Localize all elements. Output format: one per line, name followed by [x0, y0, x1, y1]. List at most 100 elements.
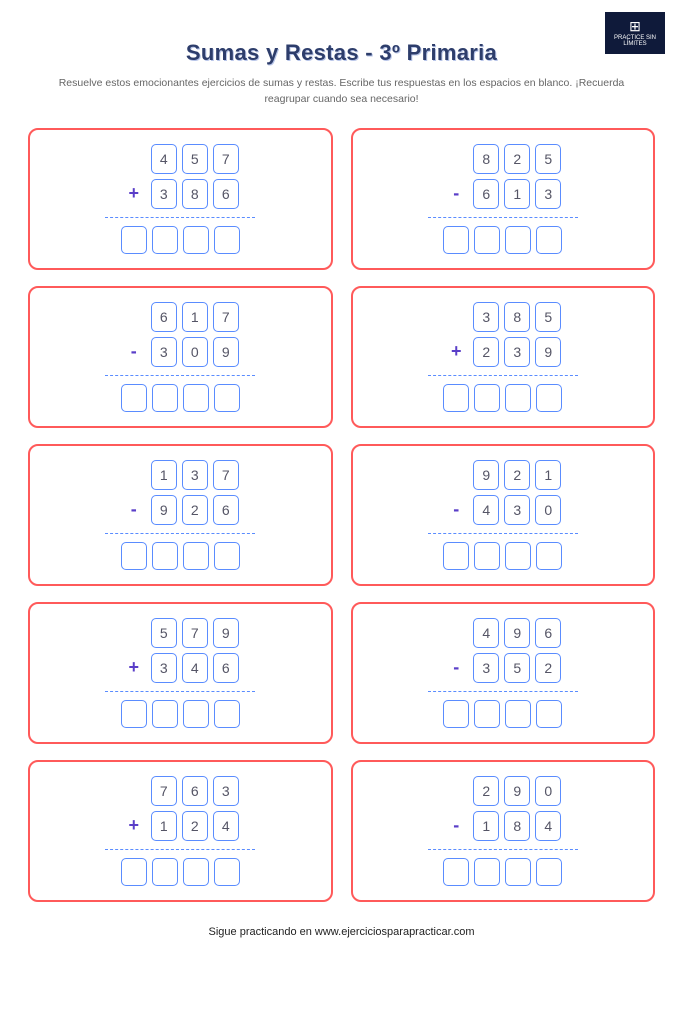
answer-box[interactable] [474, 700, 500, 728]
operand-top-row: 825 [444, 144, 561, 174]
answer-box[interactable] [152, 542, 178, 570]
answer-box[interactable] [536, 542, 562, 570]
answer-box[interactable] [183, 226, 209, 254]
operand-top-row: 457 [122, 144, 239, 174]
answer-box[interactable] [536, 858, 562, 886]
answer-box[interactable] [152, 384, 178, 412]
operand-top-row: 290 [444, 776, 561, 806]
problem-card: 457 +386 [28, 128, 333, 270]
digit-box: 3 [151, 653, 177, 683]
answer-box[interactable] [505, 226, 531, 254]
problem-card: 496-352 [351, 602, 656, 744]
digit-box: 1 [182, 302, 208, 332]
brand-badge: ⊞ PRACTICE SIN LÍMITES [605, 12, 665, 54]
answer-row [121, 384, 240, 412]
worksheet-page: Sumas y Restas - 3º Primaria Resuelve es… [0, 0, 683, 912]
problem-card: 617-309 [28, 286, 333, 428]
answer-box[interactable] [443, 384, 469, 412]
page-footer: Sigue practicando en www.ejerciciosparap… [0, 912, 683, 958]
divider-line [428, 217, 578, 218]
answer-box[interactable] [505, 384, 531, 412]
answer-box[interactable] [183, 700, 209, 728]
problem-card: 825 -613 [351, 128, 656, 270]
digit-box: 8 [504, 811, 530, 841]
number-rows: 457 +386 [122, 144, 239, 209]
problem-card: 921-430 [351, 444, 656, 586]
digit-box: 9 [473, 460, 499, 490]
page-subtitle: Resuelve estos emocionantes ejercicios d… [28, 76, 655, 108]
answer-box[interactable] [443, 542, 469, 570]
problem-card: 385 +239 [351, 286, 656, 428]
answer-box[interactable] [121, 226, 147, 254]
answer-box[interactable] [121, 700, 147, 728]
number-rows: 137-926 [122, 460, 239, 525]
answer-box[interactable] [443, 700, 469, 728]
answer-box[interactable] [474, 226, 500, 254]
answer-box[interactable] [474, 384, 500, 412]
problems-grid: 457+386825-613617-309385+239137-926921-4… [28, 128, 655, 902]
digit-box: 7 [213, 144, 239, 174]
operand-bottom-row: +386 [122, 179, 239, 209]
answer-box[interactable] [505, 858, 531, 886]
digit-box: 6 [182, 776, 208, 806]
answer-box[interactable] [183, 384, 209, 412]
answer-box[interactable] [121, 384, 147, 412]
digit-box: 7 [213, 302, 239, 332]
answer-row [443, 384, 562, 412]
answer-box[interactable] [183, 542, 209, 570]
digit-box: 2 [182, 495, 208, 525]
answer-box[interactable] [505, 542, 531, 570]
answer-box[interactable] [214, 226, 240, 254]
operand-bottom-row: -613 [444, 179, 561, 209]
answer-box[interactable] [474, 858, 500, 886]
operand-top-row: 385 [444, 302, 561, 332]
answer-box[interactable] [214, 858, 240, 886]
answer-box[interactable] [152, 226, 178, 254]
answer-box[interactable] [443, 858, 469, 886]
answer-box[interactable] [214, 542, 240, 570]
answer-box[interactable] [214, 700, 240, 728]
operand-top-row: 137 [122, 460, 239, 490]
divider-line [428, 691, 578, 692]
digit-box: 3 [504, 337, 530, 367]
operator: + [122, 183, 146, 204]
digit-box: 5 [182, 144, 208, 174]
answer-box[interactable] [536, 384, 562, 412]
digit-box: 4 [473, 618, 499, 648]
answer-box[interactable] [121, 542, 147, 570]
answer-box[interactable] [505, 700, 531, 728]
digit-box: 3 [151, 179, 177, 209]
operator: - [122, 341, 146, 362]
operand-bottom-row: +239 [444, 337, 561, 367]
digit-box: 1 [151, 811, 177, 841]
answer-box[interactable] [121, 858, 147, 886]
answer-row [443, 226, 562, 254]
digit-box: 7 [213, 460, 239, 490]
operator: - [444, 815, 468, 836]
digit-box: 9 [535, 337, 561, 367]
digit-box: 3 [504, 495, 530, 525]
operand-bottom-row: -352 [444, 653, 561, 683]
digit-box: 5 [151, 618, 177, 648]
operator: + [122, 815, 146, 836]
digit-box: 9 [213, 337, 239, 367]
digit-box: 3 [213, 776, 239, 806]
answer-box[interactable] [536, 226, 562, 254]
answer-box[interactable] [443, 226, 469, 254]
answer-row [121, 858, 240, 886]
problem-card: 763+124 [28, 760, 333, 902]
number-rows: 921-430 [444, 460, 561, 525]
answer-row [121, 226, 240, 254]
answer-box[interactable] [152, 700, 178, 728]
operand-bottom-row: -184 [444, 811, 561, 841]
answer-box[interactable] [183, 858, 209, 886]
answer-box[interactable] [474, 542, 500, 570]
operator: - [122, 499, 146, 520]
answer-box[interactable] [536, 700, 562, 728]
number-rows: 617-309 [122, 302, 239, 367]
answer-box[interactable] [152, 858, 178, 886]
answer-box[interactable] [214, 384, 240, 412]
number-rows: 385 +239 [444, 302, 561, 367]
digit-box: 1 [504, 179, 530, 209]
divider-line [105, 217, 255, 218]
